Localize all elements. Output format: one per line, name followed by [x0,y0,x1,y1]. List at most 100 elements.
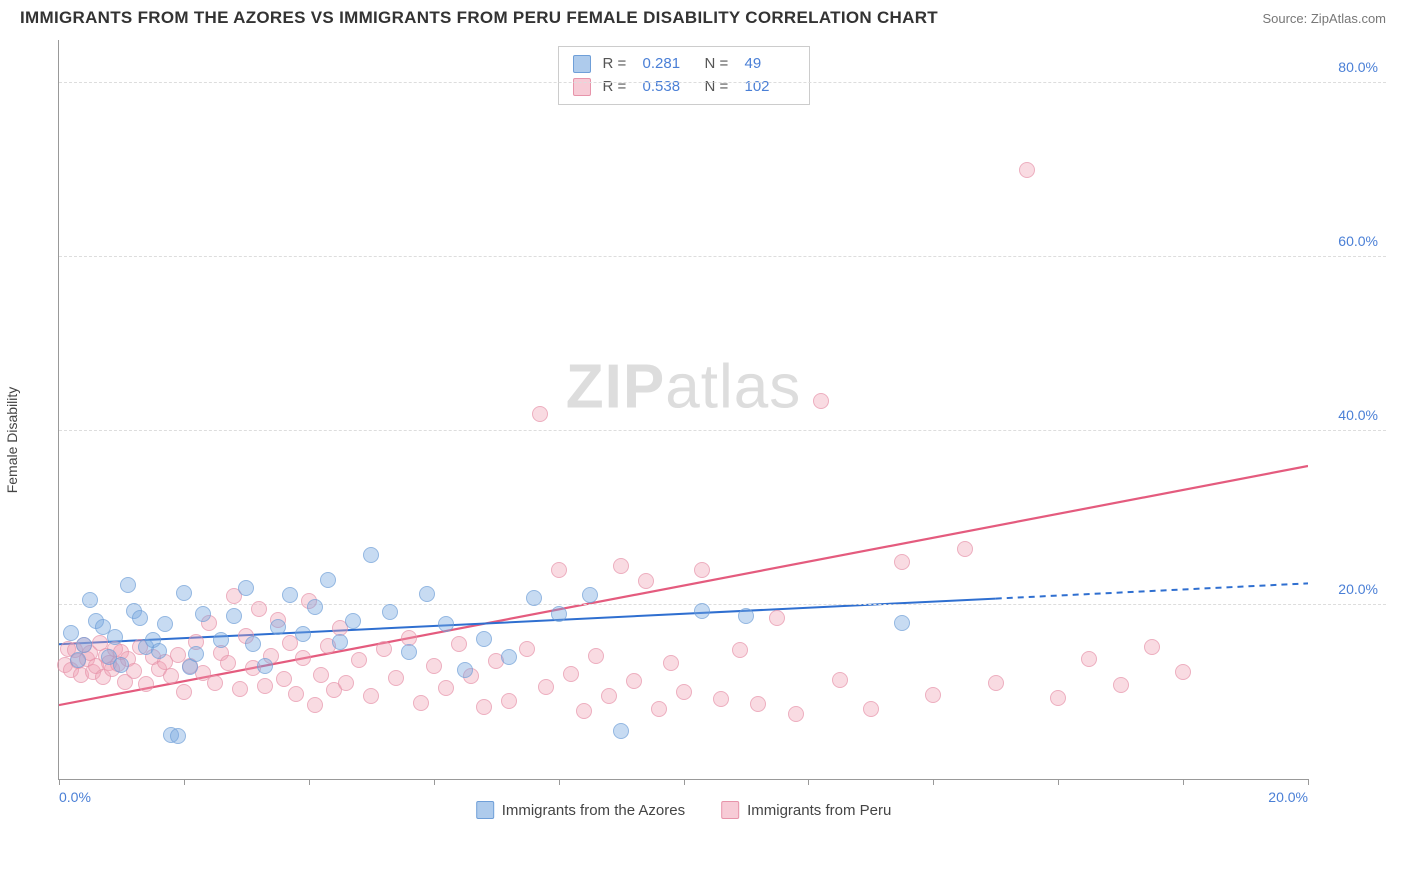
scatter-marker [295,626,311,642]
scatter-marker [276,671,292,687]
scatter-marker [532,406,548,422]
scatter-marker [501,693,517,709]
scatter-marker [694,603,710,619]
scatter-marker [582,587,598,603]
scatter-marker [1144,639,1160,655]
x-tick [1308,779,1309,785]
scatter-marker [957,541,973,557]
r-value: 0.281 [643,53,693,76]
r-label: R = [603,76,631,99]
scatter-marker [501,649,517,665]
scatter-marker [363,688,379,704]
scatter-marker [138,676,154,692]
watermark-atlas: atlas [665,353,801,422]
scatter-marker [176,585,192,601]
x-tick [559,779,560,785]
scatter-marker [270,619,286,635]
scatter-marker [257,678,273,694]
scatter-marker [307,697,323,713]
scatter-marker [113,657,129,673]
legend-item-blue: Immigrants from the Azores [476,801,685,819]
scatter-marker [170,728,186,744]
plot-area: ZIPatlas R = 0.281 N = 49 R = 0.538 N = … [58,40,1308,780]
swatch-pink-icon [721,801,739,819]
scatter-marker [238,580,254,596]
y-tick-label: 80.0% [1338,59,1378,75]
legend-item-pink: Immigrants from Peru [721,801,891,819]
x-tick [808,779,809,785]
gridline [59,430,1386,431]
n-value: 102 [745,76,795,99]
scatter-marker [438,616,454,632]
scatter-marker [863,701,879,717]
watermark: ZIPatlas [566,352,801,423]
y-axis-label: Female Disability [4,387,20,494]
scatter-marker [613,558,629,574]
x-tick [59,779,60,785]
scatter-marker [588,648,604,664]
stats-row-pink: R = 0.538 N = 102 [573,76,795,99]
n-value: 49 [745,53,795,76]
scatter-marker [626,673,642,689]
scatter-marker [257,658,273,674]
stats-row-blue: R = 0.281 N = 49 [573,53,795,76]
scatter-marker [894,615,910,631]
scatter-marker [813,393,829,409]
scatter-marker [419,586,435,602]
scatter-marker [894,554,910,570]
scatter-marker [163,668,179,684]
scatter-marker [313,667,329,683]
scatter-marker [226,608,242,624]
scatter-marker [738,608,754,624]
scatter-marker [388,670,404,686]
x-tick [309,779,310,785]
x-tick [184,779,185,785]
scatter-marker [157,616,173,632]
scatter-marker [476,631,492,647]
scatter-marker [282,587,298,603]
scatter-marker [195,606,211,622]
y-tick-label: 40.0% [1338,407,1378,423]
scatter-marker [1019,162,1035,178]
scatter-marker [769,610,785,626]
x-tick [1183,779,1184,785]
legend-label: Immigrants from Peru [747,802,891,819]
scatter-marker [151,643,167,659]
scatter-marker [1081,651,1097,667]
source-attribution: Source: ZipAtlas.com [1262,11,1386,26]
scatter-marker [663,655,679,671]
gridline [59,256,1386,257]
scatter-marker [213,632,229,648]
scatter-marker [232,681,248,697]
scatter-marker [176,684,192,700]
bottom-legend: Immigrants from the Azores Immigrants fr… [476,801,892,819]
scatter-marker [426,658,442,674]
scatter-marker [538,679,554,695]
scatter-marker [82,592,98,608]
scatter-marker [713,691,729,707]
scatter-marker [988,675,1004,691]
scatter-marker [351,652,367,668]
stats-legend: R = 0.281 N = 49 R = 0.538 N = 102 [558,46,810,105]
x-tick [933,779,934,785]
scatter-marker [451,636,467,652]
scatter-marker [363,547,379,563]
scatter-marker [251,601,267,617]
scatter-marker [601,688,617,704]
scatter-marker [345,613,361,629]
scatter-marker [188,646,204,662]
scatter-marker [457,662,473,678]
scatter-marker [413,695,429,711]
scatter-marker [1113,677,1129,693]
scatter-marker [750,696,766,712]
gridline [59,82,1386,83]
scatter-marker [925,687,941,703]
scatter-marker [207,675,223,691]
scatter-marker [382,604,398,620]
scatter-marker [376,641,392,657]
scatter-marker [132,610,148,626]
scatter-marker [832,672,848,688]
legend-label: Immigrants from the Azores [502,802,685,819]
n-label: N = [705,53,733,76]
scatter-marker [788,706,804,722]
